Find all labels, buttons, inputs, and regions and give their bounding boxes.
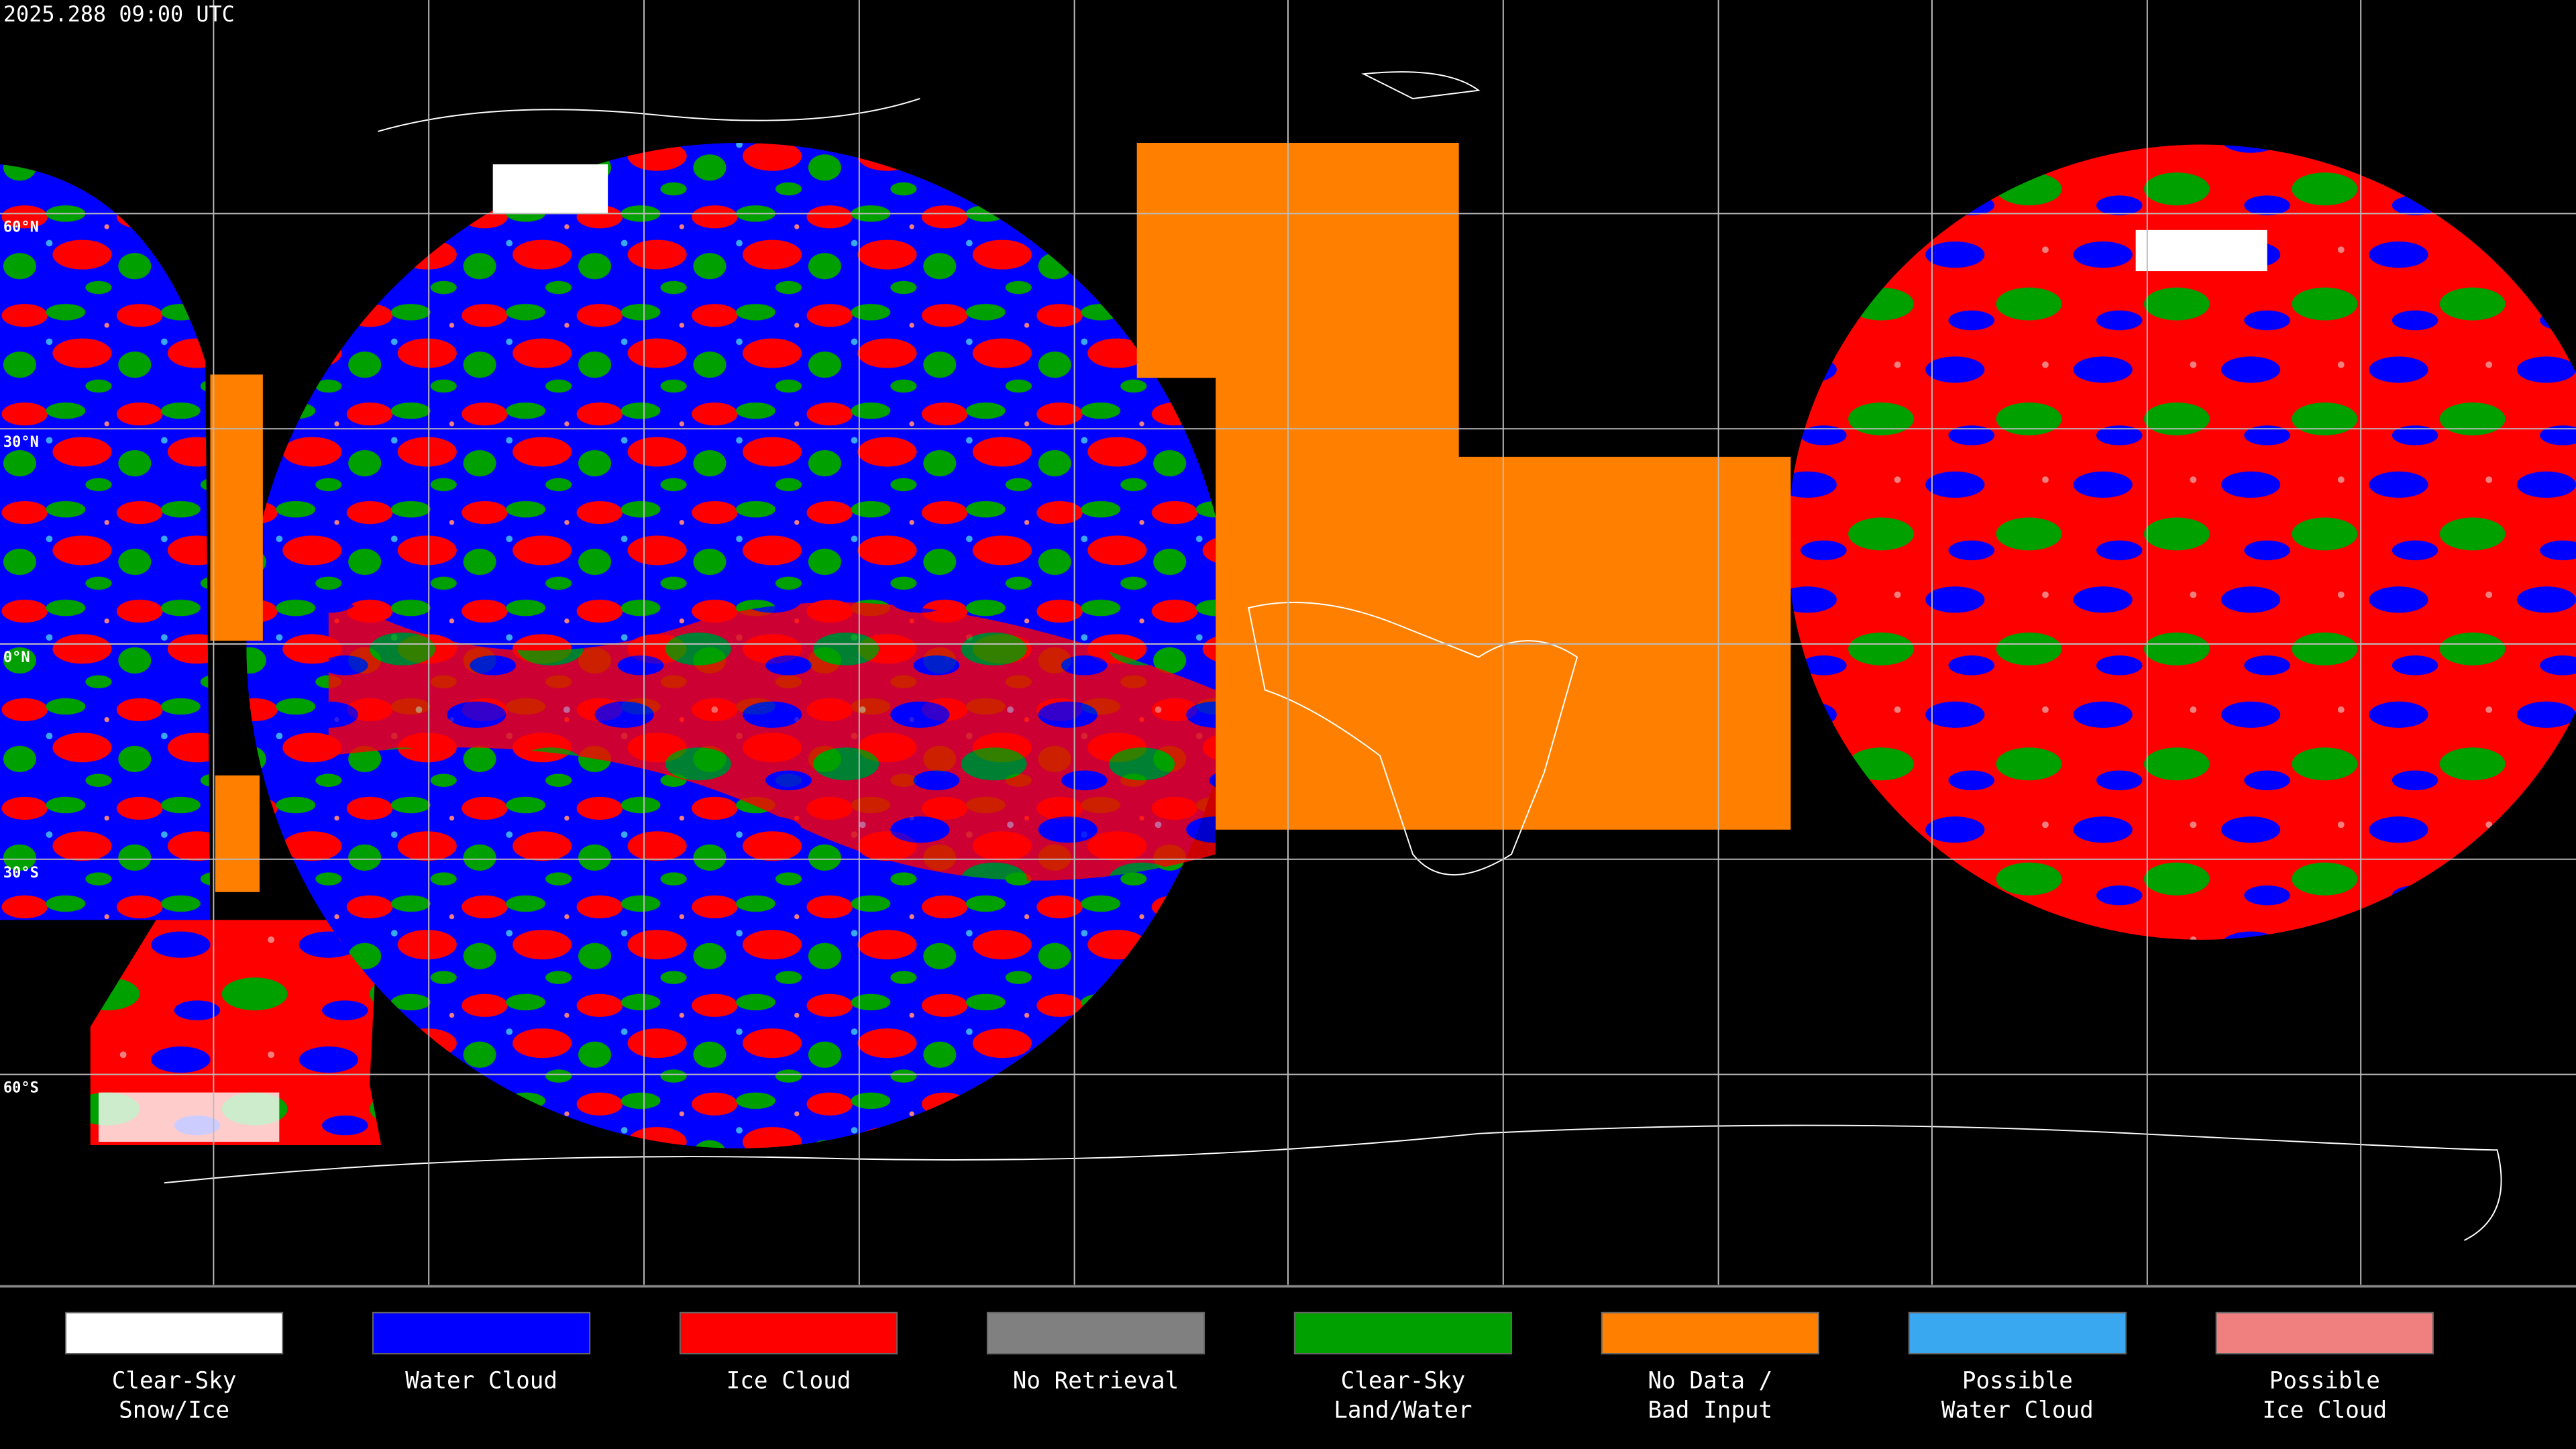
legend-label: No Data / [1648,1367,1773,1394]
legend-swatch [679,1311,898,1354]
no-data-strip [210,374,263,641]
snow-patch [98,1092,280,1142]
latitude-label: 60°S [3,1080,39,1097]
legend-label: Water Cloud [1941,1397,2094,1424]
timestamp: 2025.288 09:00 UTC [3,1,235,27]
legend-swatch [1601,1311,1819,1354]
legend-swatch [1293,1311,1513,1354]
legend-swatch [986,1311,1205,1354]
legend-label: Ice Cloud [2262,1397,2387,1424]
snow-patch [492,164,608,214]
legend-label: Possible [2269,1367,2380,1394]
legend: Clear-Sky Snow/Ice Water Cloud Ice Cloud No … [64,1311,2434,1424]
coverage-south-edge [90,920,382,1145]
legend-swatch [64,1311,284,1354]
legend-label: Bad Input [1648,1397,1773,1424]
snow-patch [2135,229,2267,272]
legend-label: Clear-Sky [1341,1367,1466,1394]
no-data-region [1136,143,1791,830]
legend-label: Land/Water [1334,1397,1472,1424]
legend-label: Possible [1962,1367,2073,1394]
latitude-label: 30°S [3,865,39,881]
legend-label: Ice Cloud [727,1367,851,1394]
coverage-goes-ice [328,591,1216,881]
legend-label: No Retrieval [1013,1367,1179,1394]
coverage-west-edge [0,164,211,920]
legend-label: Water Cloud [405,1367,557,1394]
legend-swatch [1908,1311,2127,1354]
latitude-label: 30°N [3,434,39,451]
legend-swatch [2215,1311,2434,1354]
latitude-label: 60°N [3,219,39,235]
legend-label: Snow/Ice [119,1397,229,1424]
graticule [0,0,2576,1285]
no-data-strip [215,775,260,892]
coastlines [164,71,2502,1241]
legend-swatch [372,1311,591,1354]
legend-label: Clear-Sky [112,1367,237,1394]
coverage-himawari [1787,144,2576,940]
latitude-label: 0°N [3,649,30,666]
satellite-coverage [0,143,2576,1148]
